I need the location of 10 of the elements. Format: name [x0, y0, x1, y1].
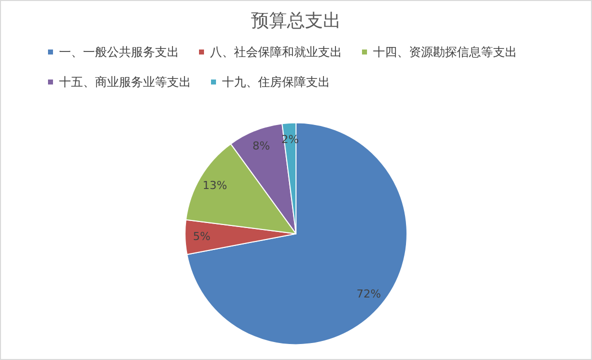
legend-label: 八、社会保障和就业支出 [210, 45, 342, 59]
legend-label: 一、一般公共服务支出 [59, 45, 179, 59]
legend-label: 十四、资源勘探信息等支出 [373, 45, 517, 59]
data-label: 8% [252, 139, 270, 152]
data-label: 5% [192, 230, 210, 244]
data-label: 72% [356, 287, 381, 300]
chart-title: 预算总支出 [251, 10, 341, 32]
data-label: 13% [202, 179, 228, 192]
legend-label: 十九、住房保障支出 [222, 75, 330, 89]
legend-label: 十五、商业服务业等支出 [59, 75, 191, 89]
